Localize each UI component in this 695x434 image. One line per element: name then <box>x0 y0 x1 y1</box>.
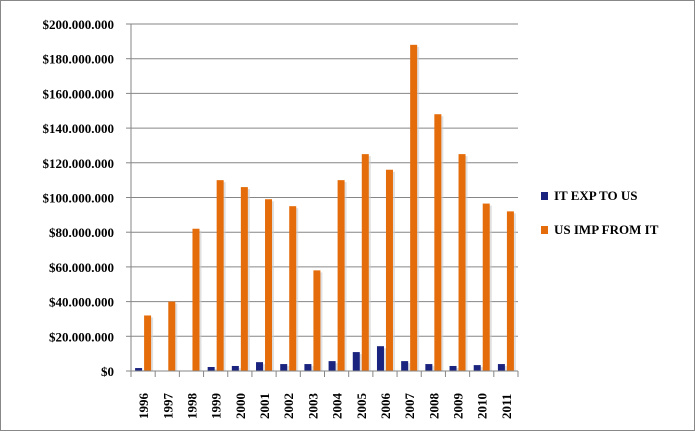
bar-us-imp-from-it <box>289 206 297 371</box>
bar-us-imp-from-it <box>482 203 490 371</box>
bar-it-exp-to-us <box>256 362 264 371</box>
bar-it-exp-to-us <box>425 364 433 371</box>
bar-it-exp-to-us <box>449 365 457 371</box>
bar-it-exp-to-us <box>376 346 384 371</box>
y-tick-label: $80.000.000 <box>49 225 114 240</box>
y-tick-label: $200.000.000 <box>43 17 115 32</box>
bar-it-exp-to-us <box>207 367 215 371</box>
y-tick-label: $140.000.000 <box>43 121 115 136</box>
bar-us-imp-from-it <box>240 187 248 371</box>
bar-us-imp-from-it <box>361 154 369 371</box>
bar-it-exp-to-us <box>280 364 288 371</box>
bar-us-imp-from-it <box>313 270 321 371</box>
y-tick-label: $180.000.000 <box>43 52 115 67</box>
x-tick-label: 2011 <box>499 394 514 419</box>
bar-us-imp-from-it <box>192 228 200 371</box>
bar-it-exp-to-us <box>135 368 143 371</box>
bar-it-exp-to-us <box>328 361 336 371</box>
y-tick-label: $100.000.000 <box>43 191 115 206</box>
x-tick-label: 2001 <box>257 393 272 419</box>
x-tick-label: 1996 <box>136 393 151 420</box>
y-tick-label: $120.000.000 <box>43 156 115 171</box>
x-tick-label: 2009 <box>451 393 466 420</box>
bar-it-exp-to-us <box>231 365 239 371</box>
x-tick-label: 2004 <box>330 393 345 420</box>
bar-it-exp-to-us <box>304 364 312 371</box>
y-tick-label: $0 <box>101 364 114 379</box>
bar-us-imp-from-it <box>434 114 442 371</box>
bar-us-imp-from-it <box>506 211 514 371</box>
bar-it-exp-to-us <box>352 352 360 371</box>
y-tick-label: $60.000.000 <box>49 260 114 275</box>
bar-us-imp-from-it <box>265 199 273 371</box>
bar-us-imp-from-it <box>216 180 224 371</box>
legend-label: US IMP FROM IT <box>554 222 659 237</box>
y-tick-label: $40.000.000 <box>49 295 114 310</box>
y-tick-label: $20.000.000 <box>49 329 114 344</box>
x-tick-label: 1997 <box>160 393 175 420</box>
x-tick-label: 1999 <box>209 393 224 420</box>
bar-us-imp-from-it <box>458 154 466 371</box>
x-tick-label: 2006 <box>378 393 393 420</box>
x-tick-label: 2003 <box>305 393 320 420</box>
bar-it-exp-to-us <box>497 364 505 371</box>
bar-it-exp-to-us <box>401 361 409 371</box>
bar-us-imp-from-it <box>168 301 176 371</box>
bar-us-imp-from-it <box>385 169 393 371</box>
x-tick-label: 2005 <box>354 393 369 420</box>
bar-us-imp-from-it <box>144 315 152 371</box>
x-tick-label: 2008 <box>426 393 441 420</box>
x-tick-label: 1998 <box>184 393 199 420</box>
bar-us-imp-from-it <box>410 44 418 371</box>
legend-label: IT EXP TO US <box>554 188 637 203</box>
x-tick-label: 2007 <box>402 393 417 420</box>
x-tick-label: 2002 <box>281 393 296 419</box>
bar-us-imp-from-it <box>337 180 345 371</box>
y-tick-label: $160.000.000 <box>43 86 115 101</box>
x-tick-label: 2000 <box>233 393 248 419</box>
x-tick-label: 2010 <box>475 393 490 419</box>
legend-swatch <box>541 226 548 234</box>
bar-it-exp-to-us <box>473 365 481 371</box>
legend-swatch <box>541 192 548 200</box>
